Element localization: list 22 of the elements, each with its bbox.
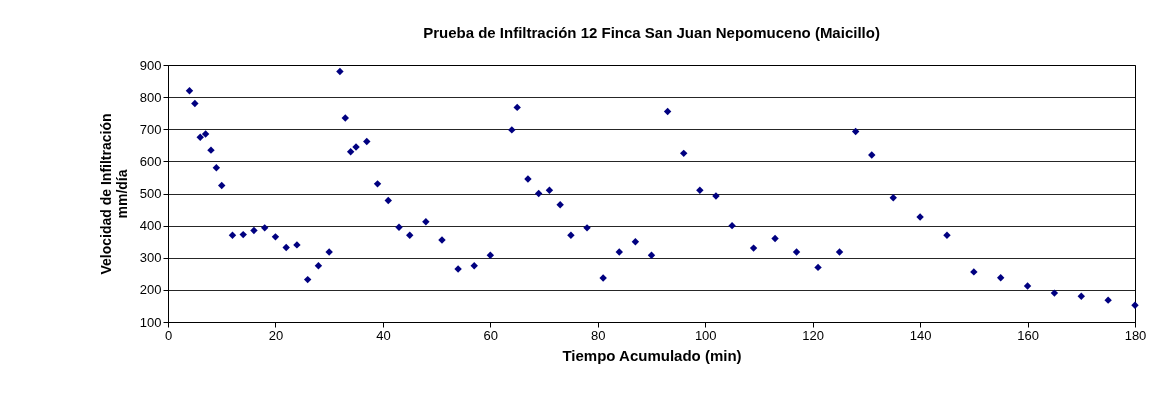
x-axis-title: Tiempo Acumulado (min) bbox=[562, 346, 742, 364]
x-tick-label: 180 bbox=[1124, 327, 1147, 343]
y-tick-label: 500 bbox=[139, 186, 162, 201]
x-tick-label: 0 bbox=[164, 327, 173, 343]
x-tick-label: 60 bbox=[483, 327, 499, 343]
y-axis-title: Velocidad de Infiltración mm/día bbox=[97, 113, 130, 275]
x-tick-label: 120 bbox=[802, 327, 825, 343]
x-tick-label: 40 bbox=[376, 327, 391, 343]
y-tick-label: 100 bbox=[139, 314, 162, 330]
x-tick-label: 80 bbox=[591, 327, 606, 343]
y-tick-label: 700 bbox=[139, 121, 162, 137]
y-tick-label: 900 bbox=[139, 57, 162, 73]
y-tick-label: 200 bbox=[139, 282, 162, 298]
x-tick-label: 160 bbox=[1017, 327, 1039, 343]
y-tick-label: 300 bbox=[139, 250, 162, 266]
chart-title: Prueba de Infiltración 12 Finca San Juan Nepomuceno (Maicillo) bbox=[423, 24, 880, 41]
y-tick-label: 800 bbox=[139, 89, 162, 105]
x-tick-label: 140 bbox=[909, 327, 932, 343]
y-tick-label: 400 bbox=[139, 218, 162, 234]
x-tick-label: 100 bbox=[694, 327, 717, 343]
x-tick-label: 20 bbox=[268, 327, 284, 343]
y-tick-label: 600 bbox=[139, 153, 162, 169]
